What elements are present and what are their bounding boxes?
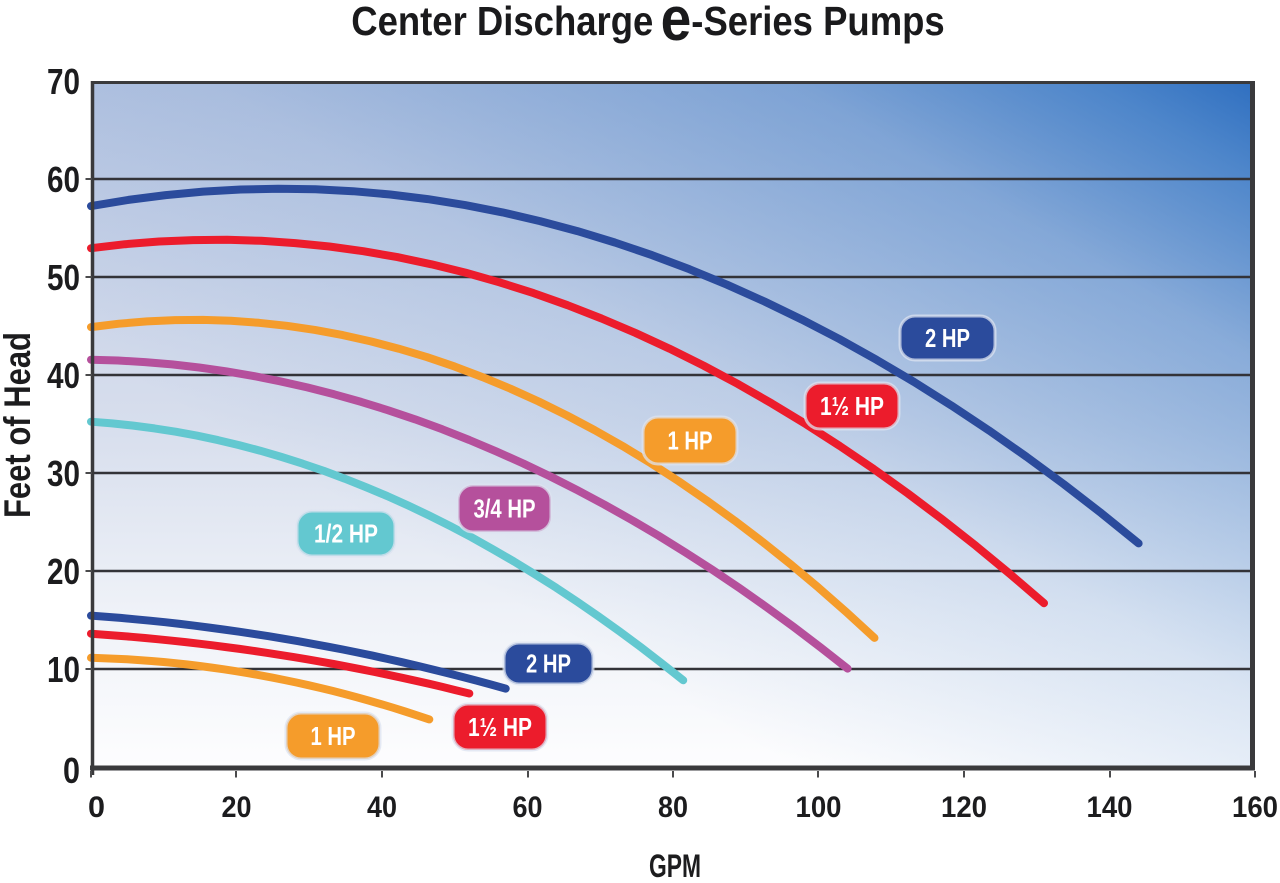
svg-text:1/2 HP: 1/2 HP: [314, 519, 378, 549]
svg-text:Feet of Head: Feet of Head: [0, 332, 38, 518]
svg-text:140: 140: [1087, 791, 1133, 824]
svg-text:40: 40: [367, 791, 397, 824]
svg-text:2 HP: 2 HP: [925, 323, 970, 353]
svg-text:40: 40: [47, 355, 80, 396]
svg-text:1 HP: 1 HP: [311, 721, 356, 751]
svg-text:3/4 HP: 3/4 HP: [474, 494, 536, 524]
svg-text:30: 30: [47, 453, 80, 494]
svg-text:Center Discharge e-Series Pump: Center Discharge e-Series Pumps: [351, 0, 944, 54]
svg-text:60: 60: [513, 791, 543, 824]
svg-text:100: 100: [796, 791, 842, 824]
svg-text:2 HP: 2 HP: [526, 649, 571, 679]
svg-text:50: 50: [47, 257, 80, 298]
svg-text:10: 10: [47, 649, 80, 690]
svg-text:60: 60: [47, 159, 80, 200]
svg-text:160: 160: [1232, 791, 1278, 824]
svg-text:20: 20: [47, 551, 80, 592]
svg-text:0: 0: [88, 791, 105, 824]
svg-text:120: 120: [941, 791, 987, 824]
svg-text:70: 70: [47, 61, 80, 102]
svg-text:GPM: GPM: [649, 848, 701, 883]
svg-text:20: 20: [222, 791, 252, 824]
svg-text:0: 0: [63, 750, 80, 791]
svg-text:1 HP: 1 HP: [668, 426, 713, 456]
svg-text:80: 80: [658, 791, 688, 824]
svg-text:1½ HP: 1½ HP: [820, 391, 884, 421]
svg-text:1½ HP: 1½ HP: [468, 712, 532, 742]
